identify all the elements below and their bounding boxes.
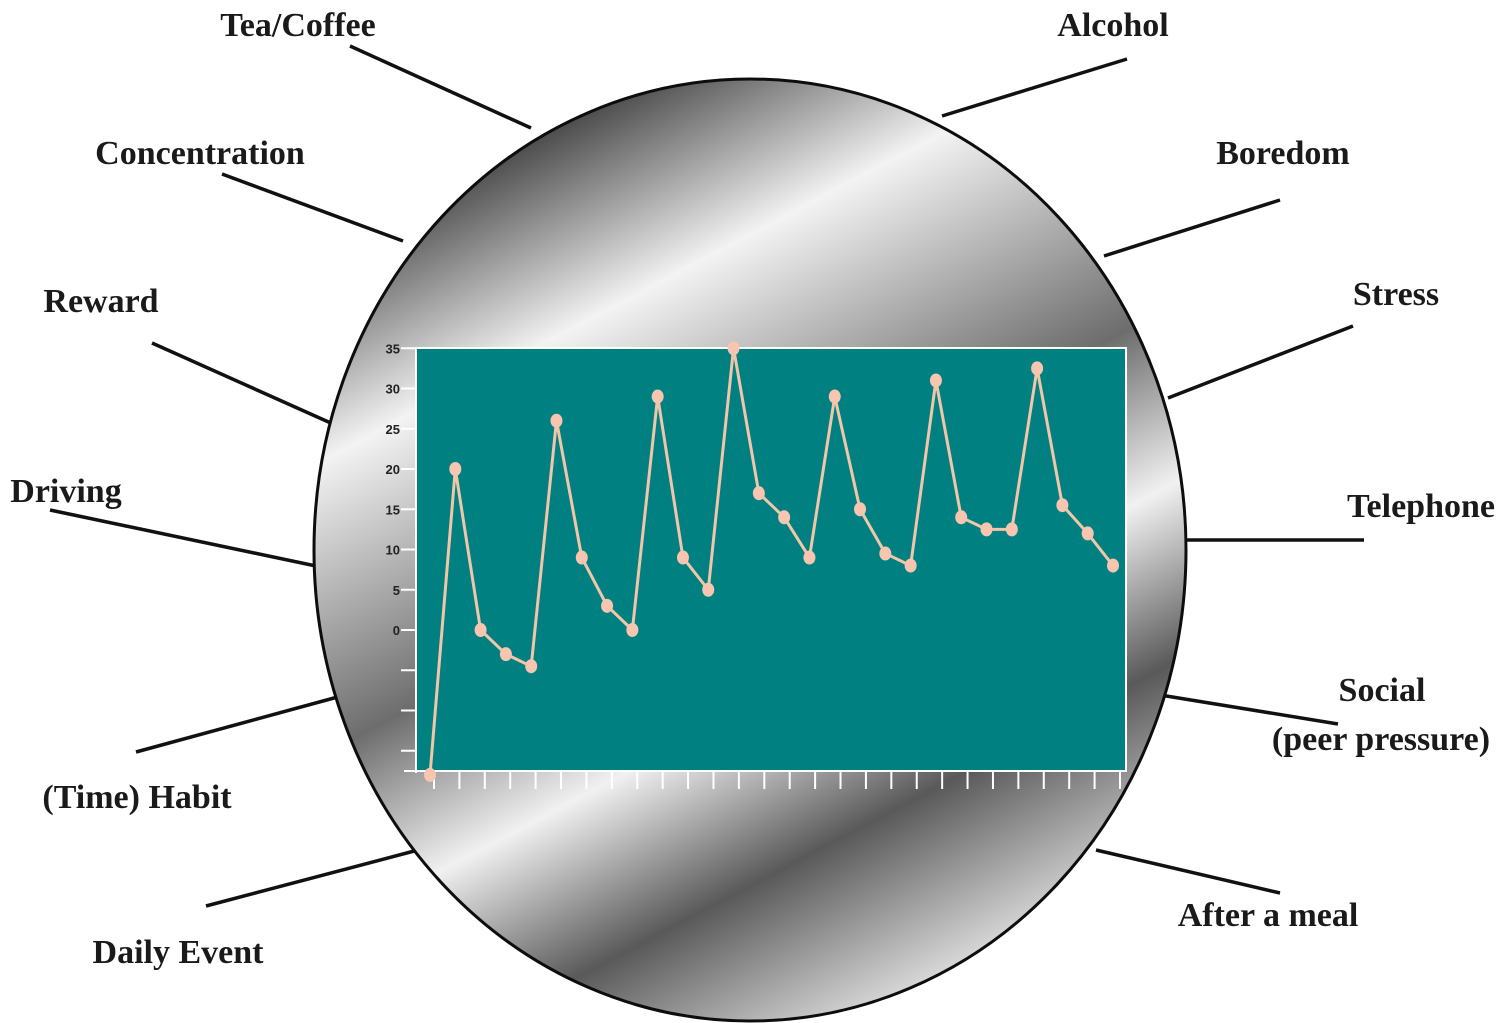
data-point (980, 522, 993, 537)
label-after-meal: After a meal (1178, 897, 1359, 934)
leader-line-stress (1167, 324, 1354, 400)
leader-line-concentration (221, 172, 404, 243)
data-point (1056, 498, 1069, 513)
data-point (651, 389, 664, 404)
leader-line-daily-event (205, 848, 419, 908)
label-boredom: Boredom (1216, 135, 1349, 172)
leader-lines (49, 44, 1364, 908)
data-point (449, 462, 462, 476)
leader-line-after-meal (1095, 848, 1281, 895)
data-point (499, 647, 512, 662)
leader-line-time-habit (135, 693, 346, 754)
data-point (1031, 361, 1044, 376)
chart-series-points (424, 341, 1119, 782)
label-telephone: Telephone (1347, 488, 1495, 525)
y-tick-label: 15 (386, 502, 400, 517)
data-point (550, 413, 563, 428)
leader-line-social (1153, 692, 1339, 726)
label-stress: Stress (1353, 276, 1439, 313)
y-tick-label: 25 (386, 422, 400, 437)
data-point (955, 510, 968, 525)
label-reward: Reward (43, 283, 158, 320)
y-tick-label: 10 (386, 543, 400, 558)
data-point (1107, 558, 1119, 573)
factor-labels: Tea/Coffee Alcohol Concentration Boredom… (10, 7, 1495, 971)
label-social: Social (1339, 672, 1426, 709)
data-point (474, 623, 487, 637)
y-tick-label: 35 (386, 341, 400, 356)
y-tick-label: 30 (386, 382, 400, 397)
data-point (803, 550, 816, 565)
chart-y-tick-labels: 35 30 25 20 15 10 5 0 (386, 341, 400, 638)
label-time-habit: (Time) Habit (42, 779, 232, 816)
label-concentration: Concentration (95, 135, 305, 172)
y-tick-label: 20 (386, 462, 400, 477)
data-point (752, 486, 765, 501)
leader-line-driving (49, 508, 317, 568)
data-point (1005, 522, 1018, 537)
data-point (1081, 526, 1094, 541)
leader-line-tea-coffee (349, 44, 532, 130)
chart-x-ticks (433, 771, 1121, 789)
data-point (676, 550, 689, 565)
data-point (727, 341, 740, 356)
leader-line-boredom (1103, 198, 1281, 258)
data-point (929, 373, 942, 388)
label-tea-coffee: Tea/Coffee (220, 7, 375, 44)
chart-y-ticks (401, 347, 416, 752)
data-point (626, 623, 639, 637)
data-point (601, 598, 614, 613)
label-driving: Driving (10, 473, 121, 510)
label-daily-event: Daily Event (93, 934, 265, 971)
label-alcohol: Alcohol (1057, 7, 1168, 44)
data-point (525, 659, 538, 674)
leader-line-alcohol (941, 57, 1128, 118)
chart-series-line (428, 346, 1115, 776)
data-point (702, 582, 715, 597)
data-point (828, 389, 841, 404)
data-point (575, 550, 588, 565)
data-point (904, 558, 917, 573)
data-point (879, 546, 892, 561)
label-peer-pressure: (peer pressure) (1272, 721, 1490, 758)
y-tick-label: 0 (393, 623, 400, 638)
cravings-chart: 35 30 25 20 15 10 5 0 (386, 341, 1127, 789)
leader-line-reward (151, 341, 334, 426)
data-point (854, 502, 867, 517)
data-point (424, 767, 436, 782)
data-point (778, 510, 791, 525)
chart-plot-area (415, 347, 1127, 772)
y-tick-label: 5 (393, 583, 400, 598)
